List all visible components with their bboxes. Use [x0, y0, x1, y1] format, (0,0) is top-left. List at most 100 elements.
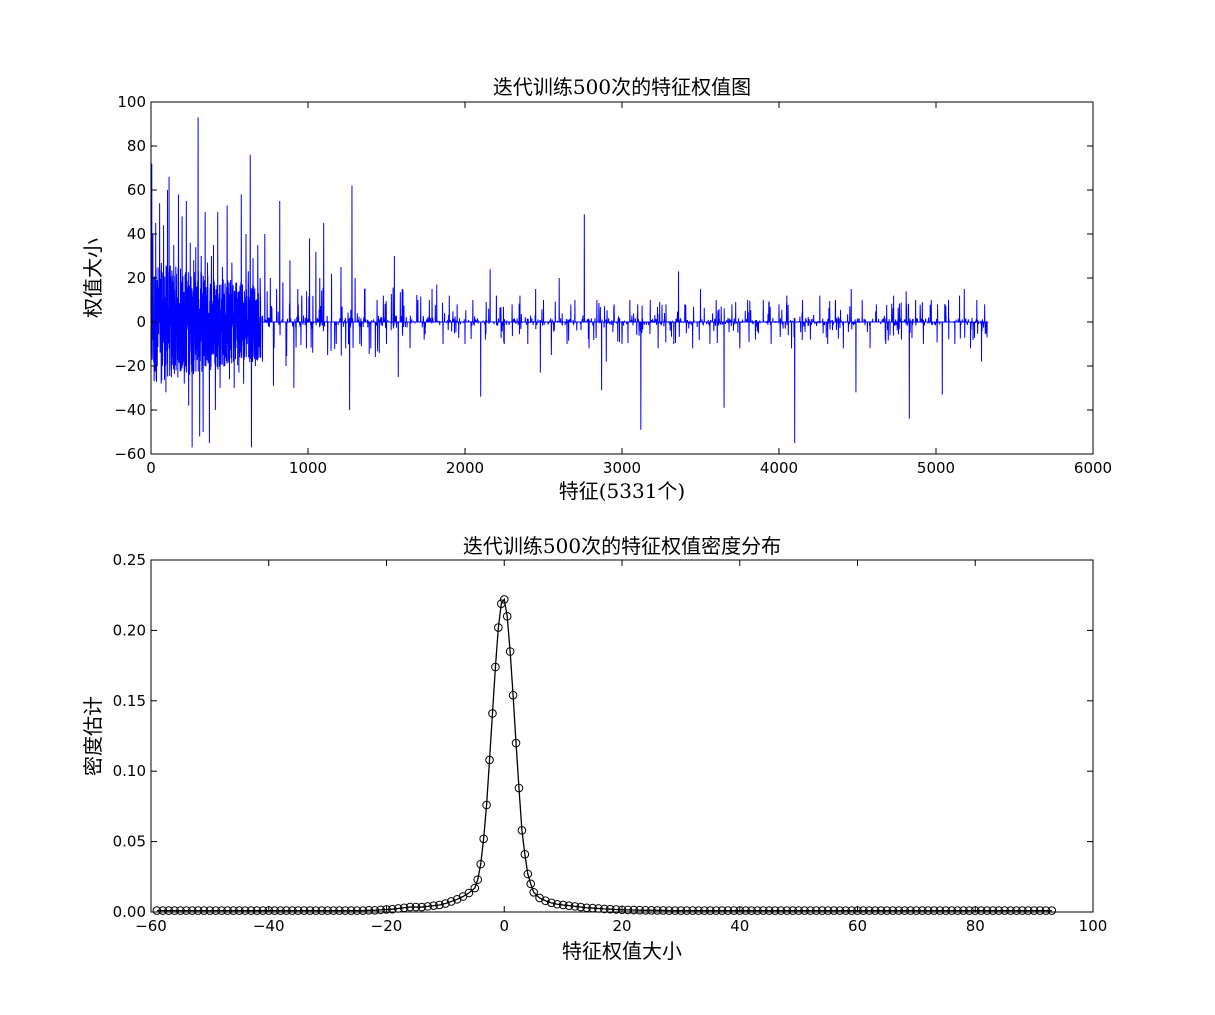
density-xtick-label-1: −40 — [253, 917, 285, 935]
density-point-67 — [508, 690, 518, 700]
density-point-136 — [894, 906, 904, 915]
density-xtick-label-8: 100 — [1079, 917, 1108, 935]
density-point-32 — [340, 906, 350, 915]
density-point-147 — [959, 906, 968, 915]
density-point-158 — [1023, 906, 1033, 915]
density-chart-frame — [150, 559, 1094, 913]
density-point-45 — [417, 902, 427, 912]
density-point-72 — [523, 869, 533, 879]
density-point-59 — [485, 755, 494, 765]
density-point-91 — [629, 905, 639, 915]
density-point-142 — [929, 906, 939, 915]
density-point-117 — [782, 906, 792, 915]
weights-xtick-label-1: 1000 — [289, 459, 327, 477]
density-point-13 — [229, 906, 238, 915]
density-point-36 — [364, 906, 374, 915]
density-point-159 — [1029, 906, 1039, 915]
density-point-54 — [470, 883, 480, 893]
weights-xtick-label-0: 0 — [146, 459, 156, 477]
density-point-9 — [205, 906, 215, 915]
density-point-37 — [370, 906, 380, 915]
density-ytick-label-1: 0.05 — [113, 833, 146, 851]
density-point-53 — [464, 888, 474, 898]
density-point-94 — [647, 906, 656, 915]
density-point-78 — [552, 899, 562, 909]
density-point-64 — [499, 595, 509, 604]
density-point-119 — [794, 906, 803, 915]
density-point-81 — [570, 902, 580, 911]
density-point-139 — [912, 906, 921, 915]
density-point-49 — [441, 899, 450, 908]
density-point-93 — [641, 906, 650, 915]
weights-ytick-label-6: 60 — [127, 181, 146, 199]
weights-ytick-label-8: 100 — [117, 93, 146, 111]
density-point-121 — [806, 906, 815, 915]
weights-xtick-label-4: 4000 — [760, 459, 798, 477]
density-point-127 — [841, 906, 851, 915]
weights-xtick-label-3: 3000 — [603, 459, 641, 477]
density-point-3 — [170, 906, 179, 915]
density-point-153 — [994, 906, 1004, 915]
density-point-2 — [164, 906, 173, 915]
density-point-56 — [476, 859, 486, 869]
weights-ytick-label-3: 0 — [136, 313, 146, 331]
density-ytick-label-5: 0.25 — [113, 551, 146, 569]
density-point-29 — [323, 906, 332, 915]
density-point-146 — [953, 906, 962, 915]
density-point-68 — [511, 738, 521, 748]
density-point-161 — [1041, 906, 1051, 915]
density-point-16 — [246, 906, 256, 915]
density-point-124 — [823, 906, 833, 915]
density-xtick-label-4: 20 — [612, 917, 631, 935]
density-point-150 — [976, 906, 986, 915]
density-point-122 — [811, 906, 821, 915]
density-point-143 — [935, 906, 945, 915]
density-point-103 — [700, 906, 709, 915]
density-point-23 — [288, 906, 297, 915]
density-point-102 — [694, 906, 703, 915]
density-point-24 — [293, 906, 303, 915]
density-point-157 — [1018, 906, 1027, 915]
density-series-line — [156, 597, 1052, 912]
weights-ytick-label-7: 80 — [127, 137, 146, 155]
density-point-154 — [1000, 906, 1009, 915]
density-xtick-label-6: 60 — [848, 917, 867, 935]
weights-ytick-label-1: −40 — [114, 401, 146, 419]
density-point-89 — [617, 905, 627, 915]
density-point-55 — [473, 875, 483, 884]
density-point-76 — [541, 896, 550, 906]
density-point-123 — [817, 906, 827, 915]
density-point-50 — [446, 897, 456, 906]
density-point-128 — [847, 906, 856, 915]
density-point-116 — [776, 906, 786, 915]
density-point-73 — [526, 879, 536, 889]
density-point-104 — [706, 906, 715, 915]
density-plot-area — [152, 595, 1057, 915]
density-point-74 — [529, 887, 538, 897]
density-point-130 — [859, 906, 868, 915]
density-point-113 — [759, 906, 768, 915]
density-point-62 — [494, 623, 503, 632]
weights-ytick-label-5: 40 — [127, 225, 146, 243]
density-point-65 — [502, 612, 512, 621]
density-point-125 — [829, 906, 839, 915]
density-point-87 — [605, 904, 615, 914]
density-point-101 — [688, 906, 697, 915]
density-point-138 — [906, 906, 915, 915]
density-point-90 — [623, 905, 633, 915]
density-point-108 — [729, 906, 739, 915]
density-point-61 — [491, 662, 500, 672]
density-point-6 — [187, 906, 197, 915]
density-point-69 — [514, 783, 524, 793]
density-point-15 — [240, 906, 250, 915]
density-ytick-label-3: 0.15 — [113, 692, 146, 710]
density-chart-ticks: −60 −40 −20 0 20 40 60 80 100 0.00 0.05 0.10 0.15 0.2… — [113, 551, 1108, 935]
weights-chart-ylabel: 权值大小 — [81, 238, 105, 318]
density-point-162 — [1047, 906, 1057, 915]
density-point-152 — [988, 906, 998, 915]
density-point-144 — [941, 906, 951, 915]
density-point-46 — [423, 902, 433, 911]
density-point-48 — [435, 900, 444, 910]
density-point-137 — [900, 906, 909, 915]
